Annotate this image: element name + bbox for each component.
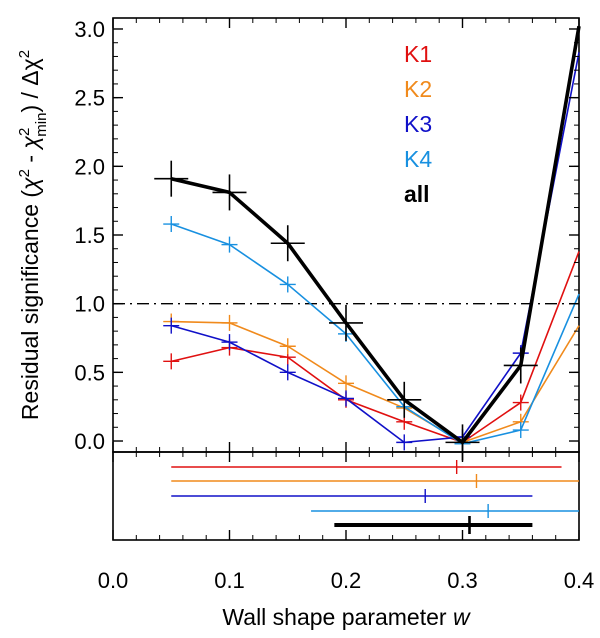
data-point-all <box>329 304 363 341</box>
data-point-K2 <box>279 338 296 355</box>
y-axis-title: Residual significance (χ2 - χ2min) / Δχ2 <box>16 50 50 420</box>
data-point-K3 <box>338 390 354 407</box>
legend-entry-K2: K2 <box>404 76 432 102</box>
series-line-K1 <box>171 251 580 444</box>
bottom-panel <box>171 460 579 534</box>
data-point-K4 <box>279 276 296 293</box>
data-point-K4 <box>221 236 238 253</box>
x-tick-label: 0.1 <box>214 568 245 593</box>
legend-entry-all: all <box>404 181 430 207</box>
y-tick-label: 3.0 <box>74 17 105 42</box>
y-tick-label: 1.0 <box>74 292 105 317</box>
y-tick-label: 0.0 <box>74 429 105 454</box>
data-point-K4 <box>512 422 529 439</box>
y-tick-label: 2.0 <box>74 154 105 179</box>
data-point-K3 <box>279 364 296 381</box>
legend-entry-K3: K3 <box>404 111 432 137</box>
x-axis-title: Wall shape parameter w <box>222 604 471 630</box>
data-point-K2 <box>221 314 238 331</box>
x-tick-label: 0.2 <box>331 568 362 593</box>
legend-entry-K4: K4 <box>404 146 432 172</box>
data-point-K1 <box>512 394 529 411</box>
y-tick-label: 0.5 <box>74 360 105 385</box>
data-point-K4 <box>163 216 180 233</box>
series-line-K4 <box>170 223 580 445</box>
x-tick-label: 0.3 <box>447 568 478 593</box>
data-point-K3 <box>396 434 413 451</box>
data-point-K3 <box>163 317 180 334</box>
axes-text: 0.0 0.5 1.0 1.5 2.0 2.5 3.0 0.0 0.1 0.2 0.3 0.4 <box>74 17 594 593</box>
data-point-all <box>387 381 422 418</box>
data-point-all <box>212 174 247 211</box>
series-line-K3 <box>171 52 580 444</box>
series-line-all <box>170 25 581 445</box>
data-point-all <box>154 160 189 197</box>
x-tick-label: 0.4 <box>564 568 595 593</box>
series-line-K2 <box>171 320 580 444</box>
data-point-all <box>503 347 538 384</box>
data-point-K2 <box>338 375 354 392</box>
data-point-all <box>270 225 305 262</box>
data-point-K3 <box>221 334 238 351</box>
data-point-K1 <box>163 353 180 370</box>
y-tick-label: 2.5 <box>74 86 105 111</box>
x-tick-label: 0.0 <box>98 568 129 593</box>
legend-entry-K1: K1 <box>404 41 432 67</box>
legend: K1 K2 K3 K4 all <box>404 41 432 207</box>
y-tick-label: 1.5 <box>74 223 105 248</box>
main-plot <box>113 25 581 461</box>
